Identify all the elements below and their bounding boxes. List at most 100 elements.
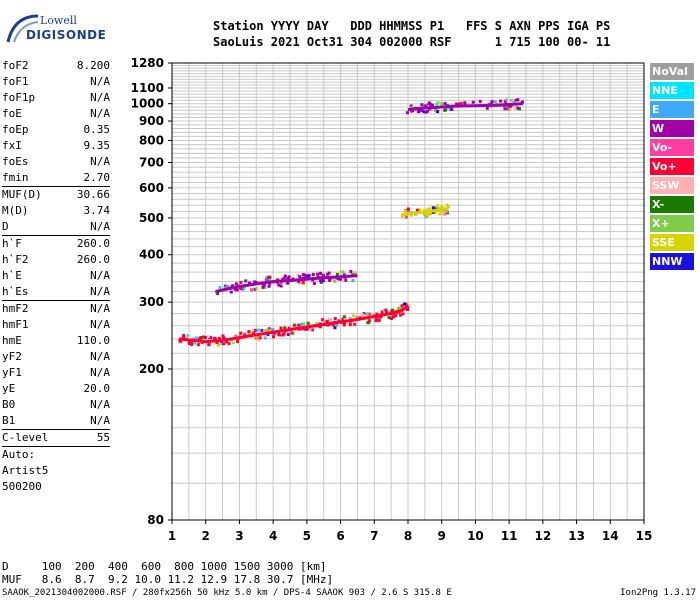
echo-point — [194, 336, 198, 340]
echo-point — [400, 304, 404, 308]
echo-point — [404, 210, 408, 214]
legend-item: Vo+ — [650, 158, 694, 175]
param-value: 55 — [96, 431, 110, 444]
x-tick-label: 9 — [438, 529, 446, 543]
echo-point — [443, 101, 447, 105]
param-name: foF1 — [2, 75, 29, 88]
echo-point — [321, 318, 325, 322]
echo-point — [333, 317, 337, 321]
param-row: hmF1 N/A — [2, 317, 110, 333]
echo-point — [333, 279, 337, 283]
echo-point — [253, 328, 257, 332]
param-row: B1 N/A — [2, 413, 110, 429]
param-value: N/A — [90, 155, 110, 168]
echo-point — [306, 321, 310, 325]
y-tick-label: 300 — [139, 295, 164, 309]
echo-point — [250, 329, 254, 333]
echo-point — [343, 321, 347, 325]
echo-point — [302, 322, 306, 326]
echo-point — [327, 271, 331, 275]
echo-point — [283, 276, 287, 280]
param-row: fxI 9.35 — [2, 138, 110, 154]
x-tick-label: 12 — [535, 529, 552, 543]
echo-point — [450, 107, 454, 111]
param-value: 110.0 — [76, 334, 110, 347]
param-name: hmF1 — [2, 318, 29, 331]
param-separator — [2, 300, 110, 301]
echo-point — [335, 272, 339, 276]
echo-point — [420, 108, 424, 112]
echo-point — [459, 101, 463, 105]
echo-point — [424, 211, 428, 215]
echo-point — [471, 100, 475, 104]
echo-point — [312, 281, 316, 285]
echo-point — [248, 332, 252, 336]
echo-point — [217, 337, 221, 341]
echo-point — [272, 335, 276, 339]
scaled-parameters-panel: foF2 8.200 foF1 N/A foF1p N/A foE N/A foEp 0.35 fx… — [2, 58, 110, 495]
param-row: foEs N/A — [2, 154, 110, 170]
echo-point — [250, 288, 254, 292]
echo-point — [262, 283, 266, 287]
echo-point — [478, 99, 482, 103]
param-row: B0 N/A — [2, 397, 110, 413]
echo-point — [281, 333, 285, 337]
echo-point — [424, 104, 428, 108]
param-row: yE 20.0 — [2, 381, 110, 397]
param-value: N/A — [90, 414, 110, 427]
echo-point — [508, 106, 512, 110]
echo-point — [252, 331, 256, 335]
echo-point — [231, 341, 235, 345]
legend-item: E — [650, 101, 694, 118]
y-tick-label: 1280 — [131, 56, 164, 70]
echo-point — [227, 342, 231, 346]
echo-point — [445, 203, 449, 207]
echo-point — [339, 270, 343, 274]
echo-point — [443, 108, 447, 112]
echo-point — [490, 100, 494, 104]
x-tick-label: 5 — [303, 529, 311, 543]
echo-point — [279, 284, 283, 288]
trace-line — [401, 206, 449, 217]
echo-point — [319, 271, 323, 275]
echo-point — [207, 335, 211, 339]
param-value: 3.74 — [83, 204, 111, 217]
echo-point — [286, 333, 290, 337]
param-row: h`E N/A — [2, 268, 110, 284]
param-name: MUF(D) — [2, 188, 42, 201]
y-tick-label: 200 — [139, 362, 164, 376]
echo-point — [263, 336, 267, 340]
param-row: fmin 2.70 — [2, 170, 110, 186]
param-row: MUF(D) 30.66 — [2, 187, 110, 203]
echo-point — [258, 336, 262, 340]
x-tick-label: 7 — [370, 529, 378, 543]
echo-point — [431, 206, 435, 210]
echo-point — [427, 101, 431, 105]
param-separator — [2, 446, 110, 447]
echo-point — [319, 274, 323, 278]
x-tick-label: 11 — [501, 529, 518, 543]
echo-point — [301, 273, 305, 277]
echo-point — [303, 327, 307, 331]
echo-point — [239, 280, 243, 284]
echo-point — [404, 215, 408, 219]
echo-point — [354, 272, 358, 276]
echo-point — [406, 307, 410, 311]
param-row: hmF2 N/A — [2, 301, 110, 317]
echo-point — [265, 276, 269, 280]
echo-point — [338, 277, 342, 281]
legend-item: NoVal — [650, 63, 694, 80]
legend-item: X- — [650, 196, 694, 213]
echo-point — [235, 340, 239, 344]
param-name: yE — [2, 382, 16, 395]
param-value: N/A — [90, 318, 110, 331]
y-tick-label: 400 — [139, 248, 164, 262]
echo-point — [422, 110, 426, 114]
echo-point — [374, 317, 378, 321]
echo-point — [518, 107, 522, 111]
param-name: hmE — [2, 334, 22, 347]
echo-point — [316, 272, 320, 276]
param-row: h`Es N/A — [2, 284, 110, 300]
echo-point — [331, 323, 335, 327]
